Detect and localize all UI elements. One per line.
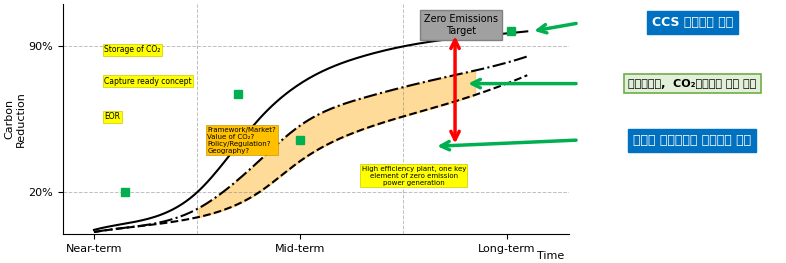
- Text: 고효율 신발전기술 적용하여 달성: 고효율 신발전기술 적용하여 달성: [634, 134, 751, 146]
- Text: EOR: EOR: [105, 112, 120, 121]
- Text: Time: Time: [537, 251, 564, 261]
- Text: CCS 적용하여 달성: CCS 적용하여 달성: [652, 17, 733, 29]
- Text: Framework/Market?
Value of CO₂?
Policy/Regulation?
Geography?: Framework/Market? Value of CO₂? Policy/R…: [208, 127, 276, 154]
- Text: High efficiency plant, one key
element of zero emission
power generation: High efficiency plant, one key element o…: [362, 166, 466, 186]
- Text: Zero Emissions
Target: Zero Emissions Target: [424, 14, 498, 36]
- Text: 중고온정제,  CO₂흡수회수 기술 필요: 중고온정제, CO₂흡수회수 기술 필요: [628, 79, 756, 89]
- Text: Storage of CO₂: Storage of CO₂: [105, 45, 160, 54]
- Y-axis label: Carbon
Reduction: Carbon Reduction: [4, 91, 26, 147]
- Text: Capture ready concept: Capture ready concept: [105, 77, 192, 85]
